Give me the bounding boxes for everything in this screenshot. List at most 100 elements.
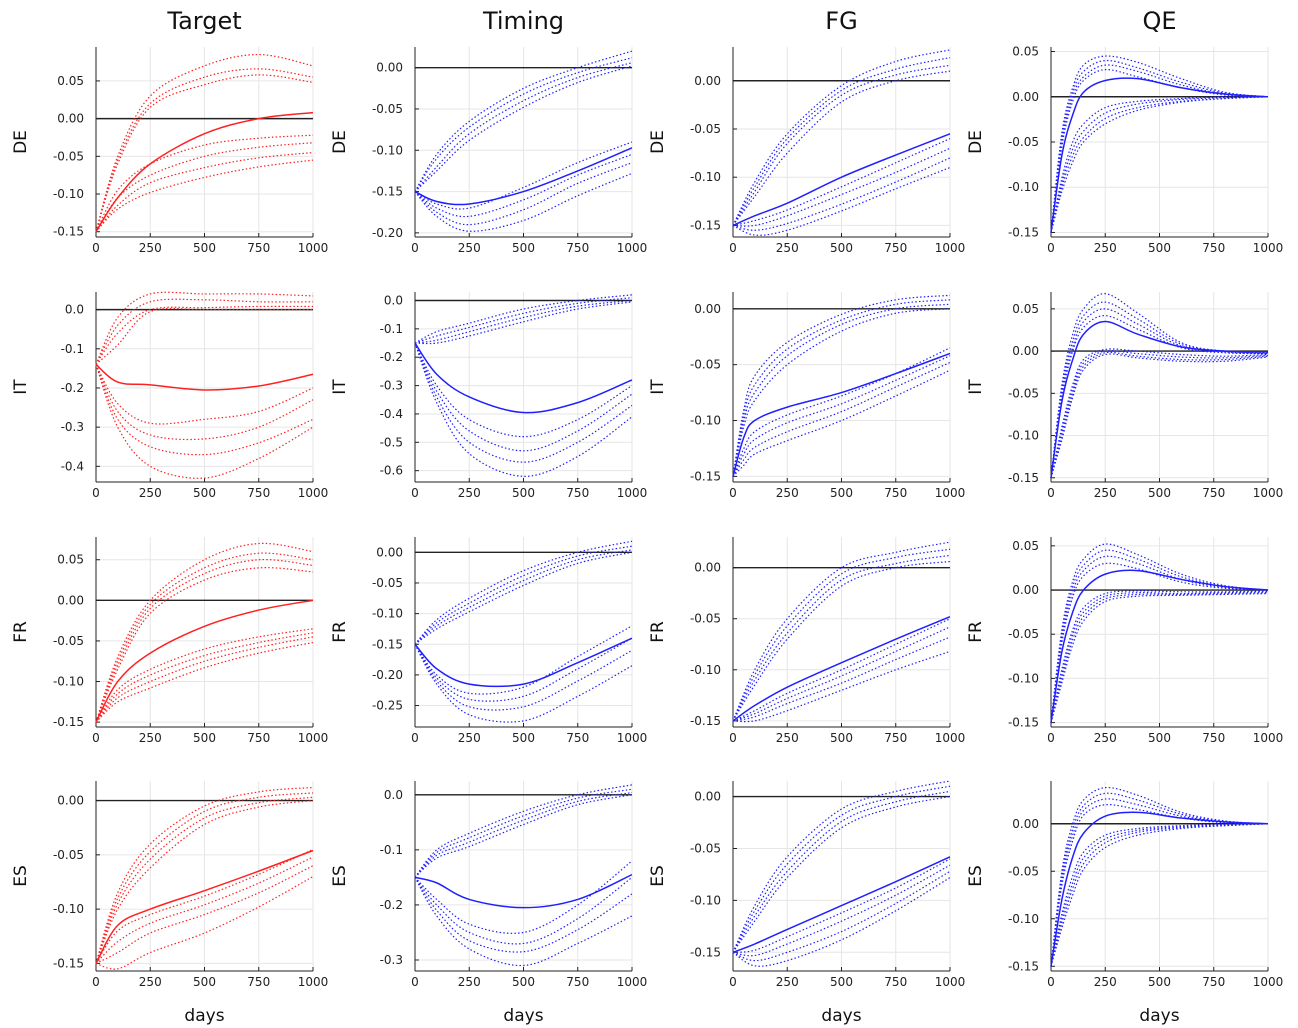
y-tick-label: 0.00 [1012,90,1039,104]
series-band-line [732,157,951,231]
panel-fg-it: 0 250 500 750 1000 -0.15 -0.10 -0.05 0.00 IT [648,292,965,500]
x-tick-label: 0 [411,486,419,500]
x-tick-label: 0 [92,486,100,500]
x-tick-label: 750 [247,731,270,745]
y-tick-label: -0.2 [380,350,403,364]
x-tick-label: 1000 [298,731,329,745]
series-band-line [95,364,314,425]
y-tick-label: -0.3 [380,953,403,967]
series-band-line [414,877,633,967]
series-band-line [732,618,951,722]
panel-target-es: 0 250 500 750 1000 -0.15 -0.10 -0.05 0.00 ES [11,781,328,989]
x-tick-label: 750 [1202,486,1225,500]
series-band-line [95,307,313,365]
x-tick-label: 1000 [1253,241,1284,255]
y-tick-label: 0.05 [57,74,84,88]
series-band-line [414,342,633,438]
series-band-line [732,147,951,227]
x-tick-label: 250 [776,486,799,500]
x-tick-label: 750 [247,975,270,989]
series-estimate-line [95,363,314,391]
y-tick-label: -0.05 [690,841,721,855]
series-band-line [732,877,951,967]
column-title: Timing [482,7,564,35]
y-tick-label: -0.10 [690,893,721,907]
series-band-line [95,636,314,723]
x-tick-label: 1000 [1253,731,1284,745]
x-tick-label: 750 [566,486,589,500]
y-tick-label: 0.00 [694,561,721,575]
x-tick-label: 750 [566,975,589,989]
series-band-line [1050,823,1269,967]
series-band-line [1050,555,1269,723]
y-tick-label: -0.05 [53,848,84,862]
y-tick-label: -0.05 [690,122,721,136]
x-tick-label: 500 [1148,975,1171,989]
series-band-line [414,788,633,878]
series-band-line [1050,59,1269,233]
series-band-line [95,53,314,232]
series-band-line [95,848,314,964]
x-tick-label: 0 [411,241,419,255]
panel-target-it: 0 250 500 750 1000 -0.4 -0.3 -0.2 -0.1 0.0 IT [11,291,328,500]
series-band-line [732,858,951,953]
x-tick-label: 500 [512,975,535,989]
y-tick-label: -0.15 [1008,716,1039,730]
series-band-line [732,308,951,477]
series-band-line [414,540,633,645]
series-estimate-line [95,599,314,723]
x-tick-label: 250 [139,486,162,500]
row-label: ES [648,865,668,887]
row-label: ES [330,865,350,887]
x-tick-label: 1000 [298,975,329,989]
series-estimate-line [732,615,951,722]
y-tick-label: -0.10 [372,607,403,621]
y-tick-label: -0.10 [1008,429,1039,443]
x-tick-label: 1000 [935,241,966,255]
series-band-line [95,291,314,365]
series-band-line [95,74,314,232]
series-band-line [1050,353,1269,478]
x-tick-label: 0 [411,731,419,745]
y-tick-label: -0.15 [53,956,84,970]
y-tick-label: -0.15 [1008,225,1039,239]
series-band-line [1050,69,1269,233]
x-tick-label: 500 [193,486,216,500]
x-tick-label: 250 [458,241,481,255]
x-tick-label: 500 [1148,486,1171,500]
x-tick-label: 0 [411,975,419,989]
column-title: Target [166,7,241,35]
series-band-line [732,303,951,477]
x-tick-label: 250 [1094,241,1117,255]
y-tick-label: -0.10 [53,187,84,201]
series-band-line [95,641,314,723]
x-tick-label: 1000 [298,241,329,255]
series-band-line [95,799,314,964]
x-axis-label: days [821,1006,861,1026]
series-band-line [1050,786,1269,967]
x-tick-label: 0 [92,975,100,989]
series-band-line [95,796,314,964]
y-tick-label: 0.05 [1012,45,1039,59]
y-tick-label: -0.10 [53,902,84,916]
x-tick-label: 500 [830,731,853,745]
x-tick-label: 750 [1202,975,1225,989]
y-tick-label: -0.15 [53,715,84,729]
y-tick-label: -0.05 [1008,864,1039,878]
y-tick-label: -0.1 [380,843,403,857]
y-tick-label: -0.05 [690,358,721,372]
y-tick-label: -0.15 [372,185,403,199]
y-tick-label: -0.15 [690,714,721,728]
x-tick-label: 250 [458,975,481,989]
series-band-line [95,856,314,964]
y-tick-label: 0.05 [1012,539,1039,553]
series-band-line [414,342,633,452]
series-band-line [732,49,951,226]
x-tick-label: 1000 [1253,975,1284,989]
x-tick-label: 0 [1047,241,1055,255]
x-tick-label: 1000 [1253,486,1284,500]
series-estimate-line [1050,77,1269,233]
series-band-line [95,68,314,232]
panel-fg-es: 0 250 500 750 1000 -0.15 -0.10 -0.05 0.00 ES [648,780,965,989]
series-estimate-line [1050,811,1269,967]
